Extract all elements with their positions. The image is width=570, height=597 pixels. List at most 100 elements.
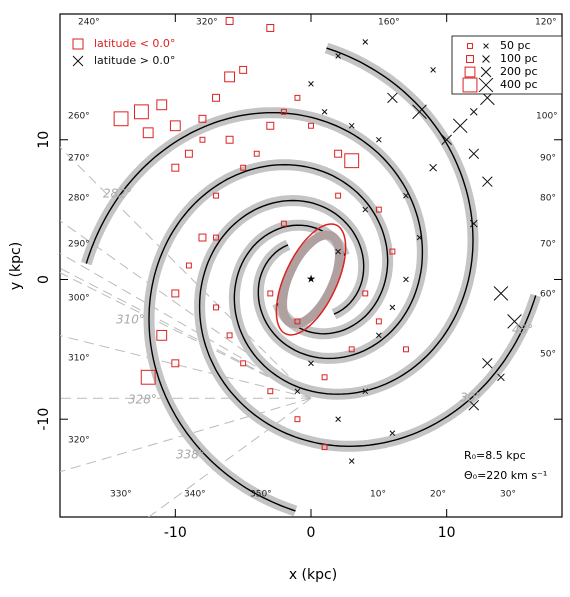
longitude-label: 320° (68, 436, 90, 446)
size-legend-box (451, 35, 563, 95)
size-legend-marker (483, 43, 489, 49)
size-legend-marker (480, 66, 492, 78)
cross-stroke (468, 148, 480, 159)
x-tick-label: 10 (438, 525, 456, 541)
cross-stroke (482, 358, 493, 369)
point (493, 286, 509, 301)
point (403, 346, 409, 353)
annotation: Θ₀=220 km s⁻¹ (464, 469, 547, 482)
point (348, 122, 355, 129)
point (199, 136, 206, 143)
cross-stroke (376, 332, 382, 339)
point (212, 93, 220, 102)
cross-stroke (480, 66, 492, 78)
point (156, 99, 168, 111)
center-star: ★ (306, 272, 316, 285)
point (225, 17, 234, 25)
cross-stroke (469, 107, 478, 116)
point (294, 94, 301, 101)
cross-stroke (294, 388, 301, 395)
longitude-label: 340° (184, 490, 206, 500)
point (308, 81, 314, 87)
cross-stroke (468, 399, 480, 411)
longitude-label: 30° (500, 490, 516, 500)
point (240, 164, 247, 171)
point (213, 234, 219, 241)
longitude-label: 30° (460, 391, 481, 405)
x-tick-label: 0 (307, 525, 316, 541)
point (198, 114, 207, 123)
point (403, 276, 409, 283)
point (169, 120, 181, 132)
decoration: ★ (60, 42, 541, 517)
cross-stroke (478, 77, 494, 93)
point (240, 360, 247, 367)
longitude-label: 310° (116, 313, 145, 327)
size-legend-label: 400 pc (500, 78, 538, 91)
cross-stroke (469, 219, 478, 228)
cross-stroke (412, 104, 427, 120)
point (482, 358, 493, 369)
legend-label: latitude > 0.0° (94, 54, 175, 67)
point (344, 153, 360, 169)
point (133, 104, 149, 120)
bar-band (278, 230, 344, 329)
point (507, 314, 522, 329)
point (468, 148, 480, 159)
sight-line (60, 220, 312, 399)
point (362, 206, 369, 213)
spiral-arm (198, 199, 537, 448)
point (376, 332, 382, 339)
plot-frame (59, 13, 563, 518)
y-tick-label: 0 (36, 275, 52, 284)
point (348, 458, 355, 464)
cross-stroke (348, 122, 355, 129)
point (452, 118, 468, 134)
spiral-arm (85, 112, 424, 360)
point (321, 374, 328, 381)
point (198, 233, 207, 242)
longitude-label: 80° (540, 194, 556, 204)
point (171, 359, 180, 368)
cross-stroke (335, 248, 341, 255)
point (213, 304, 219, 311)
cross-stroke (376, 136, 382, 143)
cross-stroke (482, 176, 493, 187)
spiral-arm (233, 47, 474, 395)
size-legend-label: 50 pc (500, 39, 531, 52)
point (253, 150, 260, 157)
sight-line (60, 252, 312, 399)
longitude-label: 60° (540, 290, 556, 300)
y-axis-label: y (kpc) (8, 242, 24, 290)
marks (113, 17, 522, 465)
point (213, 192, 219, 199)
point (113, 111, 129, 127)
size-legend-marker (466, 55, 474, 63)
longitude-label: 160° (378, 18, 400, 28)
legend-marker (72, 38, 84, 50)
longitude-label: 310° (68, 354, 90, 364)
cross-stroke (335, 53, 341, 59)
point (156, 329, 168, 341)
longitude-label: 43° (512, 323, 533, 337)
y-tick-label: -10 (36, 408, 52, 431)
cross-stroke (452, 118, 468, 134)
legend-box (64, 34, 194, 68)
longitude-label: 10° (370, 490, 386, 500)
point (469, 219, 478, 228)
point (389, 304, 396, 311)
point (321, 109, 328, 115)
longitude-label: 300° (68, 294, 90, 304)
annotation: R₀=8.5 kpc (464, 449, 526, 462)
size-legend-label: 100 pc (500, 52, 538, 65)
point (267, 290, 274, 297)
size-legend-marker (462, 77, 478, 93)
cross-stroke (72, 55, 84, 67)
point (362, 388, 369, 395)
point (267, 388, 274, 395)
longitude-label: 330° (110, 490, 132, 500)
point (362, 290, 369, 297)
longitude-label: 100° (536, 112, 558, 122)
point (469, 107, 478, 116)
